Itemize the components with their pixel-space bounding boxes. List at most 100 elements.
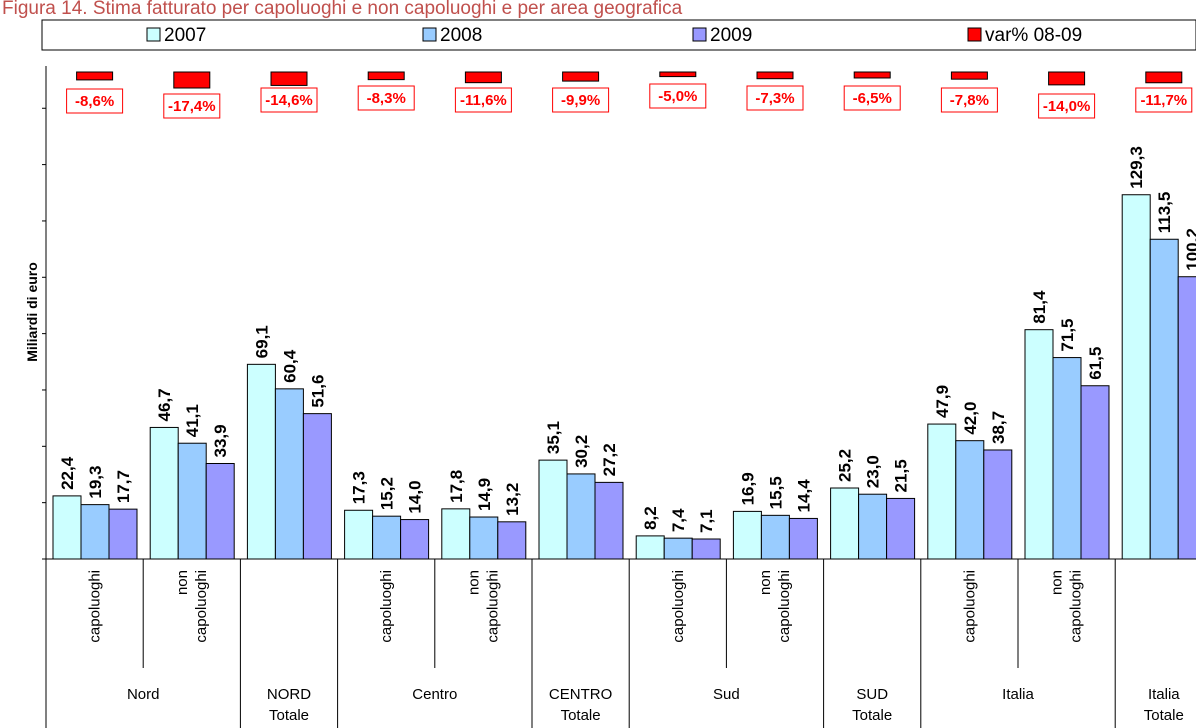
variation-bar [562, 71, 600, 82]
bar-2009 [886, 497, 916, 560]
variation-bar [76, 71, 114, 81]
data-label: 41,1 [183, 404, 202, 437]
variation-label-box [1135, 87, 1193, 113]
group-label: Italia [1148, 686, 1180, 703]
bar-2009 [691, 538, 721, 560]
data-label: 71,5 [1058, 318, 1077, 351]
bar-2007 [149, 426, 179, 560]
variation-label: -7,3% [755, 90, 794, 107]
data-label: 35,1 [544, 421, 563, 454]
bar-2008 [469, 516, 499, 560]
bar-2007 [635, 535, 665, 560]
variation-label: -11,6% [460, 92, 507, 109]
variation-label: -14,0% [1043, 98, 1091, 115]
bar-2009 [497, 521, 527, 560]
bar-2007 [538, 459, 568, 560]
bar-2009 [983, 449, 1013, 560]
variation-bar [270, 71, 308, 86]
bar-2009 [205, 462, 235, 560]
variation-bar [659, 71, 697, 78]
data-label: 42,0 [961, 402, 980, 435]
variation-label: -9,9% [561, 92, 600, 109]
data-label: 60,4 [280, 349, 299, 383]
bar-2008 [274, 388, 304, 560]
data-label: 7,4 [669, 508, 688, 532]
variation-label: -5,0% [658, 88, 697, 105]
category-sub-label: non [465, 570, 482, 595]
bar-2008 [760, 514, 790, 560]
data-label: 17,8 [447, 470, 466, 503]
variation-label-box [1038, 93, 1096, 119]
legend-box [41, 19, 1196, 51]
variation-label-box [66, 88, 124, 114]
data-label: 33,9 [211, 424, 230, 457]
variation-label-box [163, 93, 221, 119]
group-label: Centro [412, 686, 457, 703]
data-label: 14,4 [794, 479, 813, 513]
chart-title: Figura 14. Stima fatturato per capoluogh… [2, 0, 683, 19]
bar-2009 [1080, 385, 1110, 560]
bar-2007 [927, 423, 957, 560]
category-labels: capoluoghi non capoluoghi capoluoghi non capo… [87, 559, 1184, 728]
group-label: Nord [127, 686, 160, 703]
bar-2007 [1121, 194, 1151, 560]
legend-entry: var% 08-09 [985, 25, 1082, 46]
data-label: 46,7 [155, 388, 174, 421]
bar-2008 [1149, 238, 1179, 560]
bar-2007 [1024, 329, 1054, 560]
data-label: 21,5 [892, 459, 911, 492]
group-label: NORD [267, 686, 311, 703]
variation-label: -17,4% [168, 98, 216, 115]
bar-2007 [344, 509, 374, 560]
group-label: Totale [1144, 707, 1184, 724]
variation-label: -8,6% [75, 93, 114, 110]
data-label: 17,3 [350, 471, 369, 504]
category-sub-label: non [1049, 570, 1066, 595]
bar-2009 [302, 413, 332, 560]
bar-2008 [663, 537, 693, 560]
data-label: 30,2 [572, 435, 591, 468]
data-label: 8,2 [641, 506, 660, 530]
data-label: 81,4 [1030, 290, 1049, 324]
category-sub-label: capoluoghi [776, 570, 793, 643]
bar-2009 [400, 519, 430, 560]
data-label: 38,7 [989, 411, 1008, 444]
bar-2008 [566, 473, 596, 560]
variation-bar [173, 71, 211, 89]
variation-label: -14,6% [265, 92, 313, 109]
category-sub-label: capoluoghi [484, 570, 501, 643]
data-label: 13,2 [503, 483, 522, 516]
legend-entry: 2008 [440, 25, 482, 46]
variation-label-box [260, 87, 318, 113]
variation-bar [464, 71, 502, 84]
data-label: 47,9 [933, 385, 952, 418]
variation-label: -7,8% [950, 92, 989, 109]
category-sub-label: non [174, 570, 191, 595]
legend: 2007 2008 2009 var% 08-09 [41, 19, 1196, 51]
group-label: SUD [856, 686, 888, 703]
bar-2008 [1052, 357, 1082, 560]
category-sub-label: capoluoghi [87, 570, 104, 643]
category-sub-label: capoluoghi [670, 570, 687, 643]
category-sub-label: capoluoghi [193, 570, 210, 643]
group-label: Italia [1002, 686, 1034, 703]
bar-2008 [80, 504, 110, 560]
bar-2007 [441, 508, 471, 560]
legend-entry: 2009 [710, 25, 752, 46]
data-label: 23,0 [864, 455, 883, 488]
bar-2007 [732, 510, 762, 560]
data-label: 69,1 [252, 325, 271, 358]
data-label: 22,4 [58, 456, 77, 490]
group-label: Totale [269, 707, 309, 724]
data-label: 7,1 [697, 509, 716, 533]
bar-2009 [1177, 276, 1196, 560]
bar-2008 [372, 515, 402, 560]
data-label: 51,6 [308, 375, 327, 408]
variation-label-box [843, 85, 901, 111]
data-labels: 22,4 19,3 17,7 46,7 41,1 33,9 69,1 60,4 51,6 17,3… [58, 146, 1196, 533]
data-label: 25,2 [836, 449, 855, 482]
category-sub-label: non [757, 570, 774, 595]
group-label: Totale [852, 707, 892, 724]
group-label: Totale [561, 707, 601, 724]
